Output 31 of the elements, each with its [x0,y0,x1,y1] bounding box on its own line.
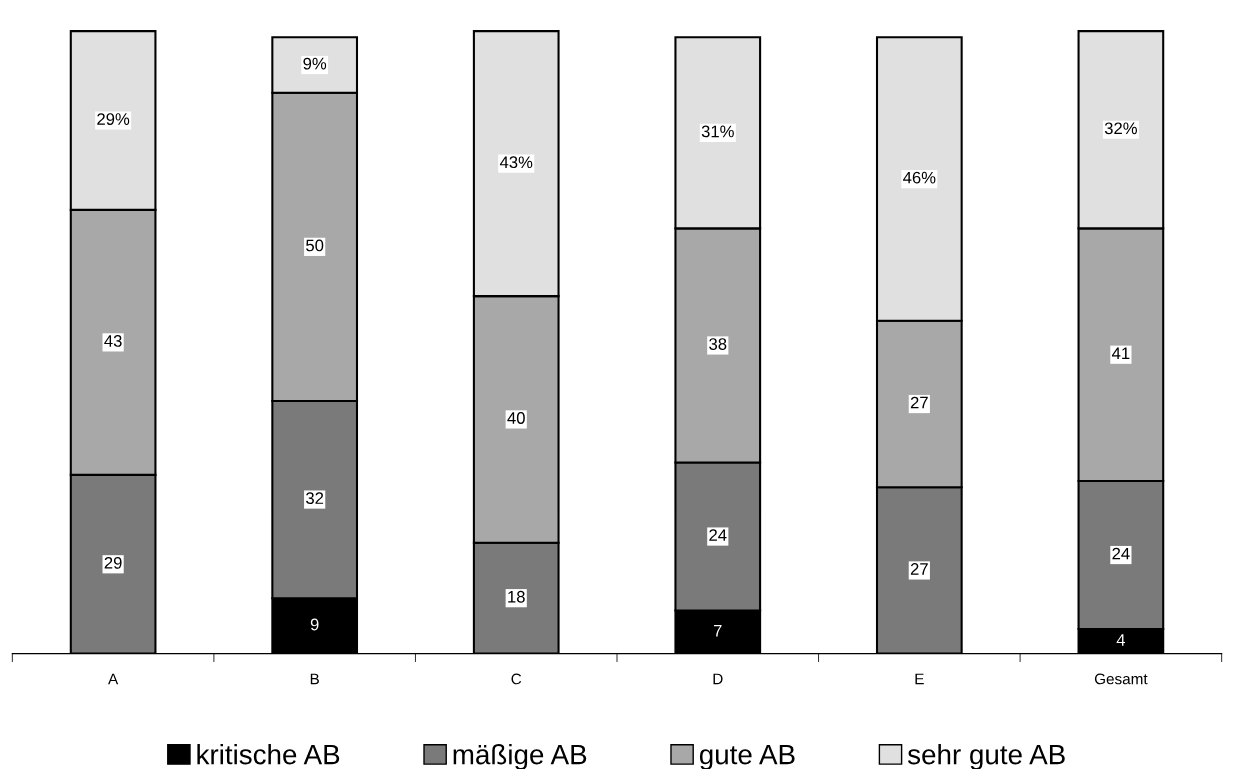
x-tick-label: D [713,673,723,685]
data-label: 29 [104,556,122,569]
data-label: 41 [1112,347,1130,360]
x-tick-label: Gesamt [1094,673,1148,685]
data-label: 27 [910,563,928,575]
data-label: 32 [306,492,324,505]
x-tick-label: C [511,673,522,685]
data-label: 43 [104,335,122,347]
data-label: 18 [508,590,525,603]
data-label: 7 [714,624,722,637]
data-label: 50 [306,239,324,252]
data-label: 43% [499,156,533,169]
legend-label: kritische AB [197,744,340,765]
data-label: 29% [97,113,130,125]
data-label: 24 [709,529,727,541]
data-label: 4 [1116,634,1126,646]
x-tick-label: B [310,673,319,685]
data-label: 9 [310,618,319,631]
x-tick-label: A [108,673,119,685]
data-label: 27 [910,396,928,409]
legend-label: sehr gute AB [907,744,1065,769]
data-label: 46% [903,171,936,184]
data-label: 31% [701,125,734,138]
legend-label: gute AB [699,745,795,769]
x-tick-label: E [915,673,924,685]
data-label: 24 [1112,547,1130,560]
data-label: 9% [303,57,327,70]
data-label: 32% [1104,122,1137,135]
data-label: 38 [709,338,727,350]
legend-label: mäßige AB [453,744,587,769]
data-label: 40 [507,412,525,424]
